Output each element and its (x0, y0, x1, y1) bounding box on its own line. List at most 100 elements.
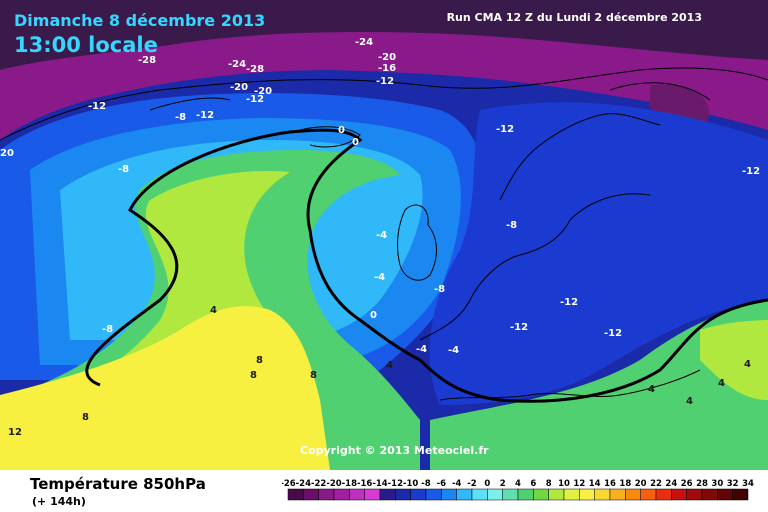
legend-swatch (333, 488, 350, 501)
legend-swatch (533, 488, 549, 501)
forecast-date: Dimanche 8 décembre 2013 (14, 11, 266, 30)
map-label: 20 (0, 148, 14, 159)
legend-swatch (303, 488, 319, 501)
map-label: -12 (510, 322, 528, 333)
legend-swatch (579, 488, 595, 501)
legend-swatch (395, 488, 411, 501)
legend-tick-label: 18 (619, 479, 631, 489)
legend-tick-label: 14 (589, 479, 601, 489)
isotherm-thin-1 (0, 67, 768, 141)
legend-tick-label: 28 (696, 479, 708, 489)
map-label: -12 (742, 166, 760, 177)
legend-swatch (625, 488, 641, 501)
isotherm-thin-2 (609, 82, 711, 101)
field-arctic-core (0, 0, 768, 70)
map-label: 4 (386, 360, 393, 371)
legend-tick-label: -6 (437, 479, 447, 489)
map-label: -4 (448, 345, 459, 356)
legend-swatch (502, 488, 519, 501)
variable-title: Température 850hPa (30, 475, 206, 493)
legend-tick-label: 4 (515, 479, 521, 489)
map-labels: -24 -20 -16 -12 -28 -24 -28 -20 -20 -12 … (0, 37, 760, 438)
legend-tick-label: 6 (530, 479, 536, 489)
field-continent (429, 102, 768, 405)
map-label: 8 (256, 355, 263, 366)
map-label: -20 (378, 52, 396, 63)
legend-swatch (701, 488, 718, 501)
map-label: -8 (175, 112, 186, 123)
legend-tick-label: 32 (727, 479, 739, 489)
map-label: -20 (230, 82, 248, 93)
legend-swatch (379, 488, 396, 501)
map-label: -20 (254, 86, 272, 97)
map-label: 8 (82, 412, 89, 423)
isotherm-zero (85, 128, 768, 403)
legend-swatch (640, 488, 657, 501)
legend-swatch (318, 488, 335, 501)
legend-swatches (287, 488, 749, 501)
legend-swatch (686, 488, 703, 501)
legend-tick-label: 34 (742, 479, 754, 489)
legend-tick-label: 10 (558, 479, 570, 489)
legend-tick-label: -10 (403, 479, 418, 489)
map-label: 8 (250, 370, 257, 381)
map-label: -8 (118, 164, 129, 175)
legend-swatch (517, 488, 534, 501)
coast-uk (397, 204, 437, 281)
legend-swatch (287, 488, 304, 501)
map-label: 8 (310, 370, 317, 381)
map-label: -12 (196, 110, 214, 121)
legend-swatch (563, 488, 580, 501)
field-med-yellow (700, 320, 768, 400)
coast-greenland (149, 97, 361, 148)
map-label: 4 (686, 396, 693, 407)
legend-swatch (609, 488, 626, 501)
lead-time: (+ 144h) (32, 495, 86, 508)
map-label: -12 (560, 297, 578, 308)
legend-tick-label: -8 (421, 479, 431, 489)
legend-swatch (471, 488, 488, 501)
map-label: -24 (228, 59, 246, 70)
legend-swatch (671, 488, 687, 501)
legend-tick-label: -16 (357, 479, 372, 489)
map-label: 12 (8, 427, 22, 438)
map-label: -28 (246, 64, 264, 75)
map-label: -4 (374, 272, 385, 283)
map-label: 4 (744, 359, 751, 370)
legend-tick-label: -26 (282, 479, 296, 489)
legend-tick-label: 8 (546, 479, 552, 489)
legend-swatch (548, 488, 565, 501)
map-label: -12 (246, 94, 264, 105)
map-label: -4 (416, 344, 427, 355)
legend-swatch (410, 488, 427, 501)
legend-tick-label: -4 (452, 479, 462, 489)
legend-swatch (364, 488, 381, 501)
map-label: -12 (496, 124, 514, 135)
map-label: 0 (338, 125, 345, 136)
field-yellow (0, 306, 330, 470)
legend-tick-label: 16 (604, 479, 616, 489)
legend-swatch (655, 488, 672, 501)
map-label: -12 (88, 101, 106, 112)
legend-swatch (717, 488, 733, 501)
map-label: -16 (378, 63, 396, 74)
coast-scandinavia (499, 113, 661, 201)
map-label: 0 (370, 310, 377, 321)
legend-tick-label: -12 (388, 479, 403, 489)
legend-ticks: -26-24-22-20-18-16-14-12-10-8-6-4-202468… (282, 479, 754, 489)
map-label: -12 (604, 328, 622, 339)
legend-tick-label: -24 (296, 479, 311, 489)
legend-swatch (456, 488, 473, 501)
legend-swatch (732, 488, 749, 501)
legend-tick-label: 24 (665, 479, 677, 489)
temperature-map: -24 -20 -16 -12 -28 -24 -28 -20 -20 -12 … (0, 0, 768, 470)
map-label: -28 (138, 55, 156, 66)
legend-swatch (441, 488, 457, 501)
legend-tick-label: 2 (500, 479, 506, 489)
map-label: 4 (210, 305, 217, 316)
legend-tick-label: 30 (711, 479, 723, 489)
legend-tick-label: 20 (635, 479, 647, 489)
legend-tick-label: 22 (650, 479, 662, 489)
legend-tick-label: -18 (342, 479, 357, 489)
